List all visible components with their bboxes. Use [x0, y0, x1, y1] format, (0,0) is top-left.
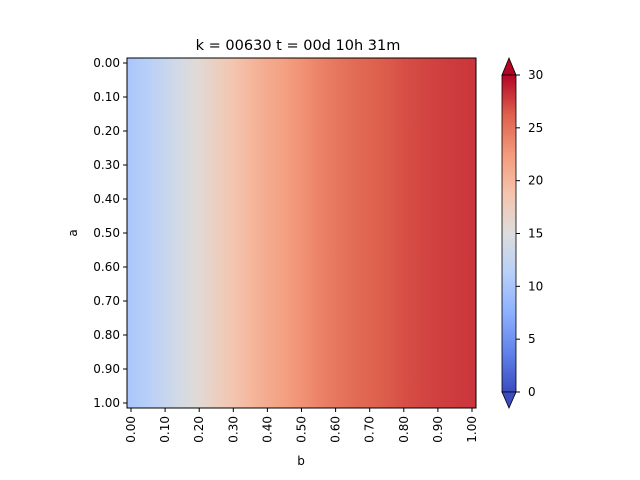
y-tick-label: 0.80 [93, 328, 120, 342]
x-tick-label: 0.40 [260, 416, 274, 443]
y-tick-label: 0.40 [93, 192, 120, 206]
y-axis-label: a [66, 229, 80, 236]
colorbar-extend-bottom [501, 391, 517, 409]
x-axis-ticks: 0.00 0.10 0.20 0.30 0.40 0.50 0.60 0.70 0.80 0.90… [124, 408, 479, 443]
colorbar-tick-label: 30 [528, 68, 543, 82]
x-tick-label: 0.20 [192, 416, 206, 443]
y-axis-ticks: 0.00 0.10 0.20 0.30 0.40 0.50 0.60 0.70 0.80 0.90… [93, 56, 127, 410]
y-tick-label: 0.20 [93, 124, 120, 138]
colorbar-tick-label: 10 [528, 279, 543, 293]
x-tick-label: 0.80 [397, 416, 411, 443]
colorbar-tick-label: 0 [528, 385, 536, 399]
y-tick-label: 0.60 [93, 260, 120, 274]
y-tick-label: 0.90 [93, 362, 120, 376]
colorbar-tick-label: 5 [528, 332, 536, 346]
colorbar-extend-top [501, 56, 517, 76]
y-tick-label: 0.70 [93, 294, 120, 308]
y-tick-label: 0.50 [93, 226, 120, 240]
x-tick-label: 0.60 [329, 416, 343, 443]
colorbar-tick-label: 20 [528, 174, 543, 188]
x-tick-label: 0.70 [363, 416, 377, 443]
x-tick-label: 0.10 [158, 416, 172, 443]
x-axis-label: b [297, 454, 305, 468]
colorbar-body [501, 74, 517, 393]
y-tick-label: 0.10 [93, 90, 120, 104]
colorbar: 0 5 10 15 20 25 30 [501, 56, 543, 409]
x-tick-label: 1.00 [465, 416, 479, 443]
y-tick-label: 0.00 [93, 56, 120, 70]
x-tick-label: 0.50 [295, 416, 309, 443]
y-tick-label: 1.00 [93, 396, 120, 410]
y-tick-label: 0.30 [93, 158, 120, 172]
colorbar-tick-label: 15 [528, 227, 543, 241]
chart-title: k = 00630 t = 00d 10h 31m [196, 38, 401, 54]
x-tick-label: 0.30 [226, 416, 240, 443]
x-tick-label: 0.90 [431, 416, 445, 443]
heatmap-field [127, 58, 476, 408]
colorbar-ticks: 0 5 10 15 20 25 30 [516, 68, 543, 399]
colorbar-tick-label: 25 [528, 121, 543, 135]
x-tick-label: 0.00 [124, 416, 138, 443]
